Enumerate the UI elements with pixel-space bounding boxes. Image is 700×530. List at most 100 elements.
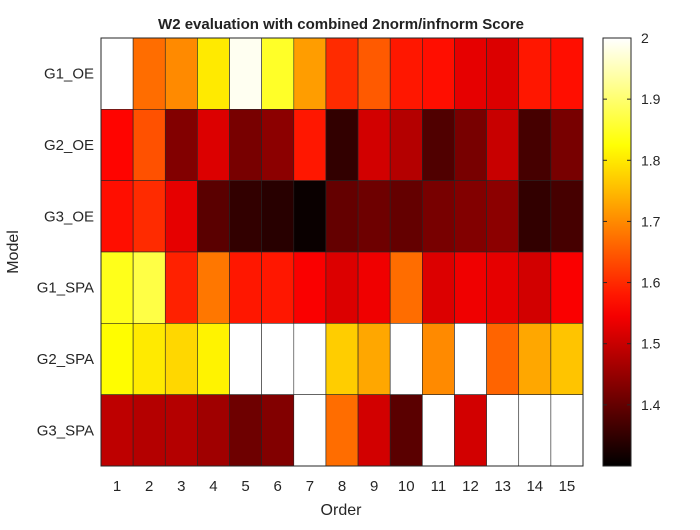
colorbar-tick-label: 1.7: [641, 213, 661, 229]
heatmap-cell: [293, 180, 327, 253]
colorbar-tick-label: 1.9: [641, 91, 661, 107]
heatmap-cell: [164, 109, 198, 181]
heatmap-cell: [100, 394, 134, 467]
heatmap-cell: [293, 251, 327, 324]
x-tick-label: 11: [431, 478, 447, 495]
heatmap-cell: [197, 251, 230, 324]
heatmap-cell: [454, 323, 487, 395]
x-tick-label: 1: [113, 478, 121, 495]
heatmap-cell: [454, 37, 487, 110]
x-tick-labels: 1 2 3 4 5 6 7 8 9 10 11 12 13 14 15: [113, 478, 575, 495]
heatmap-cell: [486, 109, 520, 181]
colorbar-tick-label: 1.8: [641, 152, 661, 168]
y-axis-label: Model: [5, 230, 22, 274]
heatmap-cell: [550, 251, 584, 324]
heatmap-cell: [454, 109, 487, 181]
heatmap-cell: [325, 180, 359, 253]
heatmap-cell: [550, 37, 584, 110]
heatmap-cell: [293, 394, 327, 467]
heatmap-cell: [357, 394, 391, 467]
heatmap-cell: [164, 37, 198, 110]
heatmap-cell: [454, 251, 487, 324]
heatmap-cell: [486, 251, 520, 324]
heatmap-cell: [229, 180, 262, 253]
heatmap-cell: [261, 251, 295, 324]
x-tick-label: 12: [462, 478, 479, 495]
x-tick-label: 9: [370, 478, 378, 495]
heatmap-cell: [518, 251, 552, 324]
heatmap-cell: [389, 109, 423, 181]
heatmap-cell: [357, 180, 391, 253]
heatmap-cell: [261, 323, 295, 395]
heatmap-cell: [422, 37, 455, 110]
heatmap-cell: [422, 394, 455, 467]
heatmap-cell: [357, 323, 391, 395]
heatmap-cell: [389, 37, 423, 110]
x-tick-label: 15: [559, 478, 576, 495]
heatmap-cell: [164, 323, 198, 395]
heatmap-cell: [518, 109, 552, 181]
x-tick-label: 7: [306, 478, 314, 495]
heatmap-cell: [261, 109, 295, 181]
y-tick-label: G1_OE: [44, 66, 94, 83]
heatmap-cell: [261, 394, 295, 467]
x-axis-label: Order: [321, 502, 363, 519]
x-tick-label: 8: [338, 478, 346, 495]
heatmap-cell: [550, 323, 584, 395]
y-tick-labels: G1_OE G2_OE G3_OE G1_SPA G2_SPA G3_SPA: [37, 66, 94, 440]
heatmap-cell: [357, 109, 391, 181]
x-tick-label: 10: [398, 478, 415, 495]
colorbar-ticks: 1.4 1.5 1.6 1.7 1.8 1.9 2: [603, 30, 661, 413]
heatmap-cell: [293, 109, 327, 181]
heatmap-cell: [389, 394, 423, 467]
heatmap-cell: [197, 323, 230, 395]
colorbar: [602, 37, 632, 467]
heatmap-cell: [486, 394, 520, 467]
heatmap-cell: [422, 180, 455, 253]
heatmap-cell: [100, 323, 134, 395]
heatmap-cell: [197, 394, 230, 467]
heatmap-cell: [325, 109, 359, 181]
heatmap-cell: [550, 180, 584, 253]
x-tick-label: 3: [177, 478, 185, 495]
y-tick-label: G2_OE: [44, 137, 94, 154]
heatmap-cell: [325, 251, 359, 324]
heatmap-cell: [164, 180, 198, 253]
heatmap-cell: [261, 180, 295, 253]
colorbar-tick-label: 1.5: [641, 336, 661, 352]
x-tick-label: 4: [209, 478, 217, 495]
heatmap-cell: [197, 180, 230, 253]
heatmap-cell: [100, 251, 134, 324]
x-tick-label: 6: [274, 478, 282, 495]
heatmap-cell: [132, 180, 166, 253]
heatmap-cell: [422, 251, 455, 324]
chart-title: W2 evaluation with combined 2norm/infnor…: [158, 16, 524, 33]
heatmap-cell: [454, 394, 487, 467]
heatmap-cell: [325, 37, 359, 110]
heatmap-cell: [518, 37, 552, 110]
heatmap-cell: [518, 180, 552, 253]
heatmap-cell: [197, 109, 230, 181]
heatmap-cells: [100, 37, 584, 467]
heatmap-cell: [422, 323, 455, 395]
heatmap-cell: [164, 251, 198, 324]
y-tick-label: G2_SPA: [37, 351, 94, 368]
x-tick-label: 2: [145, 478, 153, 495]
heatmap-cell: [357, 37, 391, 110]
heatmap-cell: [486, 37, 520, 110]
heatmap-cell: [293, 323, 327, 395]
y-tick-label: G3_SPA: [37, 422, 94, 439]
heatmap-cell: [229, 37, 262, 110]
heatmap-cell: [229, 394, 262, 467]
heatmap-cell: [100, 180, 134, 253]
heatmap-cell: [293, 37, 327, 110]
heatmap-cell: [261, 37, 295, 110]
heatmap-cell: [100, 109, 134, 181]
heatmap-cell: [389, 180, 423, 253]
heatmap-cell: [164, 394, 198, 467]
heatmap-cell: [454, 180, 487, 253]
heatmap-cell: [518, 394, 552, 467]
heatmap-cell: [389, 323, 423, 395]
